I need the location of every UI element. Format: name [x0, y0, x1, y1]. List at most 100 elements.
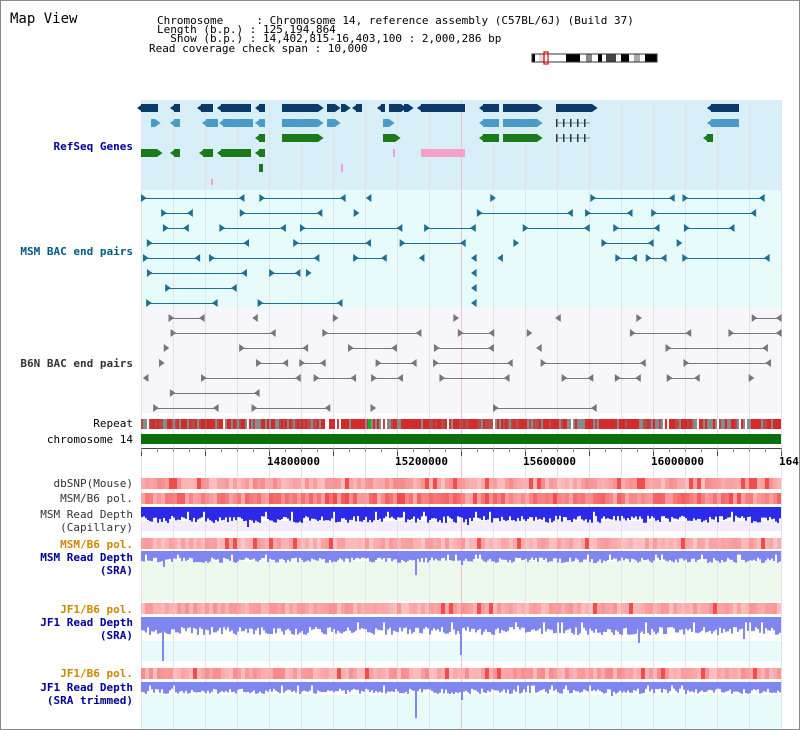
jf1-trim-depth-bar — [281, 682, 283, 686]
track-label-jf1-depth-sra[interactable]: JF1 Read Depth — [40, 616, 133, 629]
msm-sra-depth-bar — [247, 551, 249, 559]
capillary-depth-bar — [541, 507, 543, 520]
polymorphism-cell — [205, 493, 209, 504]
polymorphism-cell — [361, 493, 365, 504]
repeat-segment — [463, 419, 465, 429]
track-label-msm-b6-pol[interactable]: MSM/B6 pol. — [60, 492, 133, 505]
b6n-bac-pair-end — [270, 329, 276, 337]
jf1-trim-depth-bar — [481, 682, 483, 689]
jf1-sra-depth-bar — [259, 617, 261, 635]
polymorphism-cell — [569, 668, 573, 679]
repeat-segment — [415, 419, 417, 429]
capillary-depth-bar — [351, 507, 353, 520]
polymorphism-cell — [757, 538, 761, 549]
jf1-sra-depth-bar — [595, 617, 597, 629]
jf1-trim-depth-bar — [427, 682, 429, 690]
repeat-segment — [773, 419, 775, 429]
track-label-repeat[interactable]: Repeat — [93, 417, 133, 430]
polymorphism-cell — [501, 478, 505, 489]
capillary-depth-bar — [229, 507, 231, 518]
capillary-depth-bar — [529, 507, 531, 518]
polymorphism-cell — [293, 603, 297, 614]
repeat-segment — [385, 419, 387, 429]
polymorphism-cell — [641, 493, 645, 504]
polymorphism-cell — [633, 493, 637, 504]
polymorphism-cell — [701, 603, 705, 614]
jf1-sra-depth-bar — [749, 617, 751, 623]
capillary-depth-bar — [171, 507, 173, 516]
polymorphism-cell — [193, 603, 197, 614]
msm-sra-depth-bar — [203, 551, 205, 563]
capillary-depth-bar — [295, 507, 297, 523]
polymorphism-cell — [325, 493, 329, 504]
gene-strand-arrow — [377, 104, 383, 112]
polymorphism-cell — [493, 493, 497, 504]
polymorphism-cell — [185, 603, 189, 614]
track-label-jf1-depth-trimmed[interactable]: JF1 Read Depth — [40, 681, 133, 694]
polymorphism-cell — [277, 478, 281, 489]
polymorphism-cell — [385, 478, 389, 489]
polymorphism-cell — [313, 538, 317, 549]
repeat-segment — [699, 419, 701, 429]
jf1-trim-depth-bar — [255, 682, 257, 694]
ideogram-band — [606, 54, 616, 62]
jf1-sra-depth-bar — [245, 617, 247, 629]
capillary-depth-bar — [375, 507, 377, 512]
jf1-trim-depth-bar — [349, 682, 351, 692]
msm-sra-depth-bar — [739, 551, 741, 555]
jf1-trim-depth-bar — [671, 682, 673, 686]
capillary-depth-bar — [263, 507, 265, 517]
track-label-refseq[interactable]: RefSeq Genes — [53, 140, 133, 153]
polymorphism-cell — [761, 603, 765, 614]
msm-sra-depth-bar — [435, 551, 437, 559]
track-label-b6n-bac[interactable]: B6N BAC end pairs — [20, 357, 133, 370]
msm-sra-depth-bar — [751, 551, 753, 561]
capillary-depth-bar — [377, 507, 379, 520]
jf1-trim-depth-bar — [159, 682, 161, 693]
msm-sra-depth-bar — [143, 551, 145, 562]
msm-bac-end — [471, 269, 477, 277]
polymorphism-cell — [325, 538, 329, 549]
repeat-segment — [379, 419, 381, 429]
track-label-msm-bac[interactable]: MSM BAC end pairs — [20, 245, 133, 258]
capillary-depth-bar — [729, 507, 731, 518]
track-label-msm-b6-pol-2[interactable]: MSM/B6 pol. — [60, 538, 133, 551]
capillary-depth-bar — [687, 507, 689, 521]
capillary-depth-bar — [275, 507, 277, 523]
polymorphism-cell — [293, 668, 297, 679]
msm-sra-depth-bar — [453, 551, 455, 561]
jf1-sra-depth-bar — [399, 617, 401, 628]
track-label-jf1-b6-pol-2[interactable]: JF1/B6 pol. — [60, 667, 133, 680]
repeat-segment — [499, 419, 501, 429]
jf1-sra-depth-bar — [735, 617, 737, 628]
repeat-segment — [731, 419, 733, 429]
track-label-chromosome[interactable]: chromosome 14 — [46, 433, 133, 446]
msm-bac-pair-end — [615, 254, 621, 262]
jf1-sra-depth-bar — [389, 617, 391, 628]
track-label-msm-depth-sra[interactable]: MSM Read Depth — [40, 551, 133, 564]
msm-sra-depth-bar — [777, 551, 779, 563]
jf1-sra-depth-bar — [479, 617, 481, 629]
repeat-segment — [451, 419, 453, 429]
repeat-segment — [657, 419, 659, 429]
polymorphism-cell — [453, 538, 457, 549]
polymorphism-cell — [153, 668, 157, 679]
jf1-trim-depth-bar — [573, 682, 575, 691]
jf1-sra-depth-bar — [599, 617, 601, 633]
polymorphism-cell — [569, 603, 573, 614]
jf1-trim-depth-bar — [753, 682, 755, 690]
polymorphism-cell — [681, 538, 685, 549]
polymorphism-cell — [537, 538, 541, 549]
track-label-jf1-b6-pol[interactable]: JF1/B6 pol. — [60, 603, 133, 616]
msm-sra-depth-bar — [187, 551, 189, 560]
capillary-depth-bar — [255, 507, 257, 521]
track-label-msm-depth-capillary[interactable]: MSM Read Depth — [40, 508, 133, 521]
msm-sra-depth-bar — [307, 551, 309, 561]
repeat-segment — [725, 419, 727, 429]
track-label-dbsnp[interactable]: dbSNP(Mouse) — [53, 477, 133, 490]
capillary-depth-bar — [413, 507, 415, 517]
polymorphism-cell — [497, 478, 501, 489]
jf1-sra-depth-bar — [739, 617, 741, 630]
repeat-segment — [759, 419, 761, 429]
